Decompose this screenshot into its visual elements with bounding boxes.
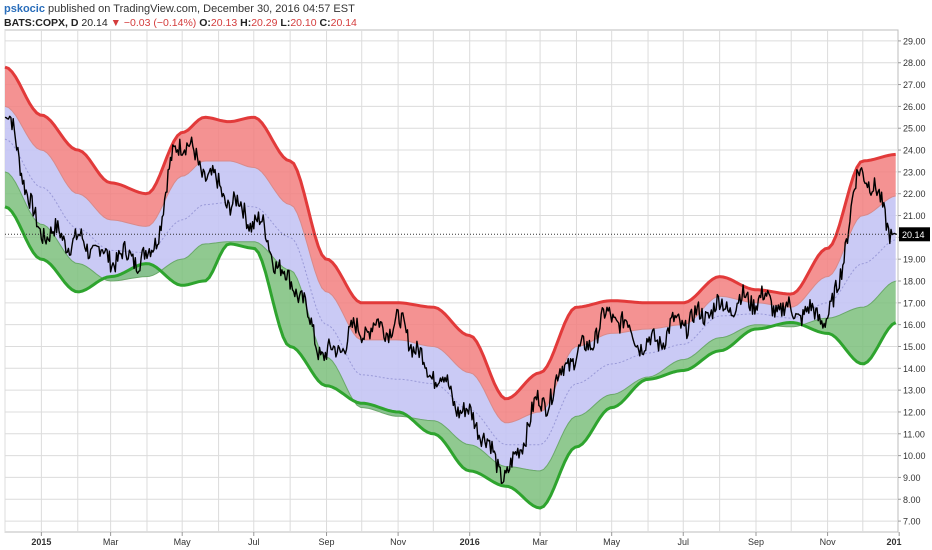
y-tick-label: 18.00 (903, 277, 926, 287)
symbol-label: BATS:COPX, D (4, 17, 79, 29)
open-value: 20.13 (210, 17, 238, 29)
x-tick-label: Mar (532, 537, 548, 547)
lower-band-edge (4, 205, 897, 510)
x-tick-label: Nov (820, 537, 837, 547)
upper-band-edge (4, 65, 896, 401)
price-series-line (4, 115, 897, 484)
author-name[interactable]: pskocic (4, 3, 45, 15)
y-tick-label: 16.00 (903, 320, 926, 330)
x-tick-label: Jul (677, 537, 689, 547)
x-tick-label: 2016 (460, 537, 480, 547)
upper-inner-line (4, 105, 896, 424)
y-tick-label: 15.00 (903, 342, 926, 352)
x-tick-label: Nov (390, 537, 407, 547)
x-tick-label: May (603, 537, 621, 547)
y-tick-label: 19.00 (903, 255, 926, 265)
y-tick-label: 21.00 (903, 211, 926, 221)
last-price-tag (899, 227, 930, 242)
symbol-legend: BATS:COPX, D 20.14 ▼ −0.03 (−0.14%) O:20… (4, 17, 357, 29)
y-tick-label: 24.00 (903, 146, 926, 156)
y-tick-label: 17.00 (903, 298, 926, 308)
price-change: ▼ −0.03 (−0.14%) (110, 17, 197, 29)
x-tick-label: Sep (748, 537, 764, 547)
y-tick-label: 29.00 (903, 36, 926, 46)
y-tick-label: 7.00 (903, 517, 921, 527)
x-tick-label: 2015 (31, 537, 51, 547)
middle-band-area (5, 106, 896, 471)
last-price-label: 20.14 (902, 230, 925, 240)
y-tick-label: 22.00 (903, 189, 926, 199)
y-tick-label: 12.00 (903, 407, 926, 417)
y-tick-label: 14.00 (903, 364, 926, 374)
y-tick-label: 9.00 (903, 473, 921, 483)
y-tick-label: 11.00 (903, 429, 925, 439)
x-tick-label: Jul (248, 537, 260, 547)
y-tick-label: 8.00 (903, 495, 921, 505)
y-tick-label: 28.00 (903, 58, 926, 68)
y-tick-label: 13.00 (903, 386, 926, 396)
low-value: 20.10 (290, 17, 317, 29)
high-value: 20.29 (251, 17, 278, 29)
x-tick-label: Mar (103, 537, 119, 547)
publish-info: pskocic published on TradingView.com, De… (4, 3, 355, 15)
y-tick-label: 23.00 (903, 167, 926, 177)
middle-line (4, 138, 896, 446)
x-tick-label: May (174, 537, 192, 547)
x-tick-label: 201 (886, 537, 901, 547)
y-tick-label: 25.00 (903, 124, 926, 134)
upper-band-area (5, 67, 896, 423)
y-tick-label: 10.00 (903, 451, 926, 461)
last-price: 20.14 (81, 17, 108, 29)
published-text: published on TradingView.com, December 3… (48, 3, 355, 15)
y-tick-label: 27.00 (903, 80, 926, 90)
lower-inner-line (4, 171, 896, 472)
close-value: 20.14 (330, 17, 357, 29)
x-tick-label: Sep (319, 537, 335, 547)
lower-band-area (5, 171, 896, 508)
y-tick-label: 26.00 (903, 102, 926, 112)
